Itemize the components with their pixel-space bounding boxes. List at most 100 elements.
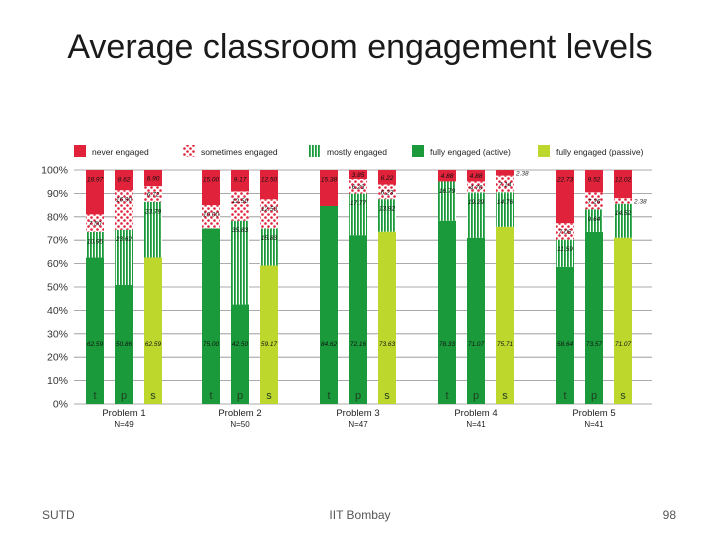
bar-value-label: 15.83 <box>261 235 278 242</box>
bar-segment-never <box>231 170 249 192</box>
y-tick-label: 80% <box>47 211 68 223</box>
bar-segment-sometimes <box>260 199 278 229</box>
bar-segment-never <box>202 170 220 206</box>
bar-value-label: 4.76 <box>470 184 483 191</box>
bar-segment-active <box>86 257 104 404</box>
bar-value-label: 71.07 <box>468 341 485 348</box>
page-number: 98 <box>662 508 676 522</box>
legend-label: never engaged <box>92 147 149 157</box>
bar-value-label: 72.16 <box>350 341 367 348</box>
bar-value-label: 14.52 <box>615 210 632 217</box>
bar-value-label: 9.17 <box>234 177 247 184</box>
bar-segment-sometimes <box>349 178 367 194</box>
bar-category-label: p <box>237 390 243 402</box>
bar-category-label: s <box>620 390 626 402</box>
bar-value-label: 2.38 <box>633 198 647 205</box>
bar-value-label: 9.64 <box>588 216 601 223</box>
bar-value-label: 84.62 <box>321 341 338 348</box>
group-label: Problem 2 <box>218 408 261 419</box>
legend-label: fully engaged (passive) <box>556 147 644 157</box>
bar-value-label: 15.38 <box>321 177 338 184</box>
group-n-label: N=41 <box>466 420 486 429</box>
bar-value-label: 12.02 <box>615 177 632 184</box>
bar-value-label: 50.86 <box>116 341 133 348</box>
bar-value-label: 7.05 <box>559 229 572 236</box>
legend-swatch-never <box>74 145 86 157</box>
footer-left: SUTD <box>42 508 75 522</box>
bar-value-label: 17.77 <box>350 200 367 207</box>
bar-category-label: s <box>502 390 508 402</box>
bar-value-label: 12.50 <box>232 198 249 205</box>
bar-segment-mostly <box>86 231 104 258</box>
legend-swatch-sometimes <box>183 145 195 157</box>
bar-value-label: 4.88 <box>441 173 454 180</box>
y-tick-label: 10% <box>47 375 68 387</box>
bar-segment-passive <box>144 257 162 404</box>
bar-category-label: t <box>563 390 566 402</box>
y-tick-label: 90% <box>47 188 68 200</box>
label-layer: 62.59 10.95 7.50 18.97 t 50.86 23.62 16.90 8.62 p… <box>87 170 647 429</box>
bar-segment-mostly <box>585 209 603 232</box>
bar-segment-active <box>320 205 338 404</box>
bar-segment-mostly <box>556 239 574 267</box>
bar-category-label: t <box>445 390 448 402</box>
bar-segment-never <box>378 170 396 185</box>
bar-segment-active <box>438 220 456 404</box>
bar-value-label: 58.64 <box>557 341 574 348</box>
bar-category-label: s <box>384 390 390 402</box>
bar-segment-passive <box>378 231 396 404</box>
y-tick-label: 50% <box>47 282 68 294</box>
bar-value-label: 11.59 <box>557 246 573 253</box>
bar-value-label: 13.92 <box>379 206 396 213</box>
bar-value-label: 78.33 <box>439 341 456 348</box>
bar-segment-active <box>585 231 603 404</box>
bar-category-label: s <box>150 390 156 402</box>
bar-segment-sometimes <box>585 192 603 210</box>
bar-segment-mostly <box>614 203 632 238</box>
bar-segment-sometimes <box>556 223 574 240</box>
y-tick-label: 30% <box>47 328 68 340</box>
bar-segment-never <box>614 170 632 199</box>
bar-segment-mostly <box>496 192 514 227</box>
bar-value-label: 16.90 <box>116 197 133 204</box>
bar-value-label: 16.79 <box>439 188 456 195</box>
bar-value-label: 10.95 <box>87 238 104 245</box>
bar-category-label: t <box>327 390 330 402</box>
bar-value-label: 6.90 <box>147 176 160 183</box>
bar-value-label: 3.85 <box>352 172 365 179</box>
group-n-label: N=47 <box>348 420 368 429</box>
bar-segment-never <box>86 169 104 215</box>
bar-segment-passive <box>614 237 632 404</box>
bar-value-label: 7.26 <box>588 198 601 205</box>
bar-category-label: p <box>591 390 597 402</box>
bar-segment-sometimes <box>144 186 162 202</box>
bar-segment-sometimes <box>231 191 249 221</box>
y-tick-label: 20% <box>47 352 68 364</box>
bar-segment-active <box>556 266 574 404</box>
bar-value-label: 15.00 <box>203 177 220 184</box>
bar-value-label: 4.88 <box>470 173 483 180</box>
bar-value-label: 12.50 <box>261 206 278 213</box>
legend-swatch-mostly <box>309 145 321 157</box>
bar-segment-active <box>467 237 485 404</box>
bar-value-label: 18.97 <box>87 176 104 183</box>
bar-value-label: 35.83 <box>232 227 249 234</box>
bar-segment-active <box>231 304 249 404</box>
bar-segment-sometimes <box>467 181 485 193</box>
bar-segment-sometimes <box>115 190 133 230</box>
group-label: Problem 5 <box>572 408 615 419</box>
bar-segment-mostly <box>144 201 162 258</box>
bar-value-label: 10.00 <box>203 212 220 219</box>
bar-value-label: 71.07 <box>615 341 632 348</box>
bar-segment-mostly <box>349 193 367 236</box>
bar-value-label: 8.62 <box>118 177 131 184</box>
bar-value-label: 73.57 <box>586 341 603 348</box>
bar-value-label: 75.00 <box>203 341 220 348</box>
bar-value-label: 75.71 <box>497 341 514 348</box>
bar-segment-active <box>115 284 133 404</box>
group-n-label: N=50 <box>230 420 250 429</box>
group-n-label: N=49 <box>114 420 134 429</box>
bar-value-label: 14.76 <box>497 199 514 206</box>
legend-label: fully engaged (active) <box>430 147 511 157</box>
